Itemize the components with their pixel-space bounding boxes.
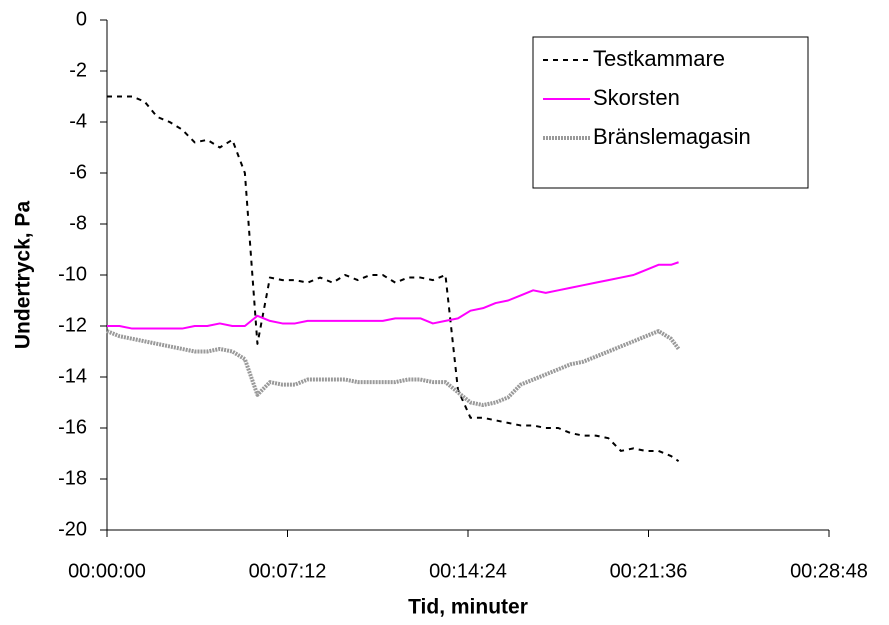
y-tick-label: -18	[58, 467, 87, 489]
x-tick-label: 00:28:48	[790, 560, 868, 582]
x-axis-title: Tid, minuter	[408, 596, 528, 619]
y-tick-label: -14	[58, 365, 87, 387]
y-tick-label: -16	[58, 416, 87, 438]
y-tick-label: -12	[58, 314, 87, 336]
y-tick-label: 0	[76, 8, 87, 30]
series-line	[107, 261, 679, 330]
series-line	[107, 95, 680, 462]
legend-label: Skorsten	[593, 85, 680, 110]
y-tick-label: -10	[58, 263, 87, 285]
y-tick-label: -8	[69, 212, 87, 234]
y-tick-label: -20	[58, 518, 87, 540]
x-tick-label: 00:21:36	[610, 560, 688, 582]
x-tick-label: 00:14:24	[429, 560, 507, 582]
series-line	[106, 329, 681, 408]
y-tick-label: -6	[69, 161, 87, 183]
legend-label: Testkammare	[593, 46, 725, 71]
x-tick-label: 00:00:00	[68, 560, 146, 582]
x-tick-label: 00:07:12	[249, 560, 327, 582]
y-tick-label: -4	[69, 110, 87, 132]
y-axis-title: Undertryck, Pa	[12, 201, 35, 350]
legend-box	[532, 36, 809, 189]
legend-label: Bränslemagasin	[593, 124, 751, 149]
y-tick-label: -2	[69, 59, 87, 81]
